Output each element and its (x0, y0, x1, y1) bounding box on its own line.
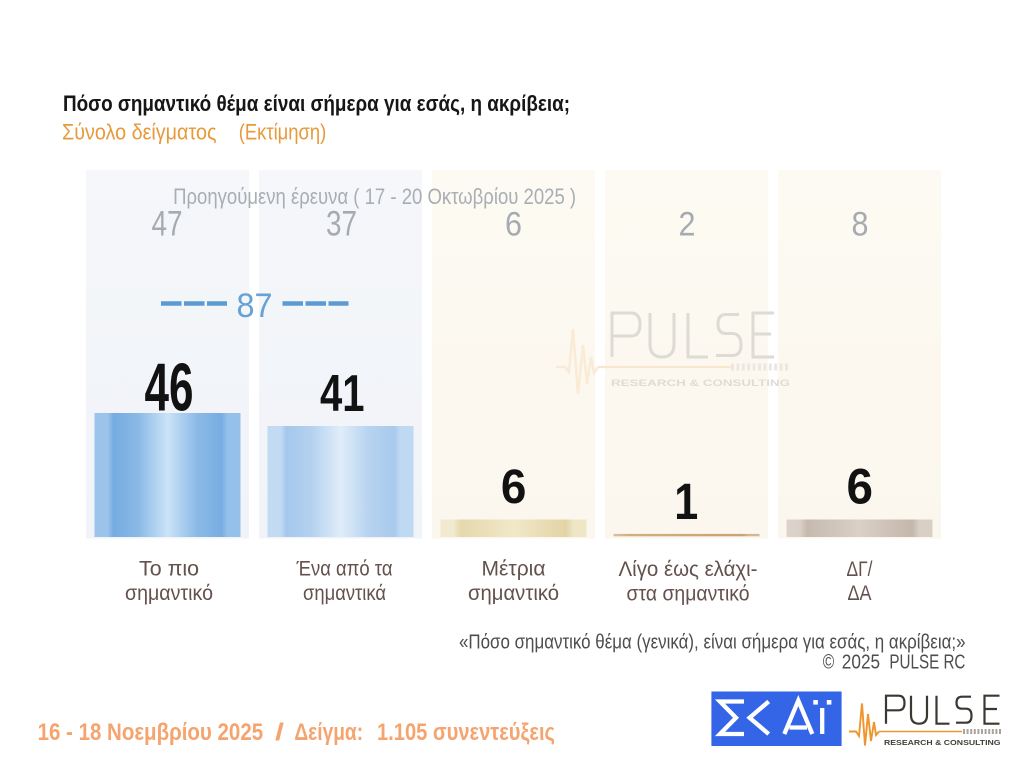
svg-text:Μέτρια: Μέτρια (482, 558, 546, 581)
svg-text:σημαντικό: σημαντικό (468, 582, 559, 605)
svg-text:1: 1 (674, 473, 698, 530)
svg-text:Προηγούμενη έρευνα ( 17 - 20 Ο: Προηγούμενη έρευνα ( 17 - 20 Οκτωβρίου 2… (173, 184, 576, 209)
svg-text:σημαντικό: σημαντικό (125, 582, 213, 605)
svg-text:47: 47 (152, 205, 183, 244)
svg-text:6: 6 (847, 459, 874, 515)
svg-text:RESEARCH & CONSULTING: RESEARCH & CONSULTING (884, 740, 1001, 747)
svg-text:RESEARCH & CONSULTING: RESEARCH & CONSULTING (611, 378, 790, 389)
svg-text:Πόσο σημαντικό θέμα είναι σήμε: Πόσο σημαντικό θέμα είναι σήμερα για εσά… (63, 91, 570, 116)
svg-text:στα σημαντικό: στα σημαντικό (627, 582, 750, 605)
svg-text:ΔΓ/: ΔΓ/ (847, 558, 873, 581)
svg-text:87: 87 (237, 287, 273, 325)
svg-text:46: 46 (145, 350, 194, 426)
svg-text:/: / (275, 719, 284, 746)
svg-text:16 - 18 Νοεμβρίου 2025: 16 - 18 Νοεμβρίου 2025 (38, 719, 264, 746)
svg-text:Δείγμα:: Δείγμα: (294, 719, 363, 746)
svg-text:6: 6 (501, 461, 527, 514)
svg-text:©: © (823, 651, 835, 673)
svg-text:(Εκτίμηση): (Εκτίμηση) (239, 120, 327, 145)
svg-text:Ένα από τα: Ένα από τα (296, 558, 393, 581)
svg-text:37: 37 (326, 205, 357, 244)
svg-text:6: 6 (505, 206, 522, 244)
svg-text:8: 8 (852, 206, 869, 244)
svg-text:Λίγο έως ελάχι-: Λίγο έως ελάχι- (619, 558, 758, 581)
svg-text:σημαντικά: σημαντικά (303, 582, 386, 605)
svg-text:Σύνολο δείγματος: Σύνολο δείγματος (62, 120, 217, 145)
svg-text:Το πιο: Το πιο (139, 558, 199, 581)
svg-text:ΔΑ: ΔΑ (848, 582, 872, 605)
svg-text:41: 41 (320, 364, 365, 422)
svg-text:1.105 συνεντεύξεις: 1.105 συνεντεύξεις (377, 719, 555, 746)
svg-text:PULSE RC: PULSE RC (889, 651, 965, 673)
svg-text:2: 2 (679, 206, 696, 244)
svg-text:2025: 2025 (842, 651, 880, 673)
svg-text:«Πόσο σημαντικό θέμα (γενικά),: «Πόσο σημαντικό θέμα (γενικά), είναι σήμ… (459, 632, 966, 654)
